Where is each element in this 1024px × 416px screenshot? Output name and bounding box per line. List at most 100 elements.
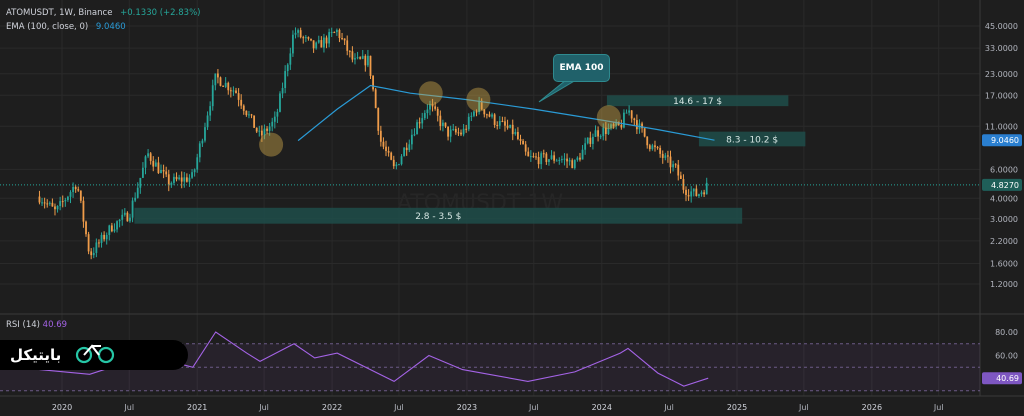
- candle-body: [369, 55, 372, 76]
- candle-body: [436, 108, 439, 116]
- candle-body: [263, 128, 266, 136]
- candle-body: [183, 177, 186, 182]
- candle-body: [690, 191, 693, 197]
- candle-body: [379, 130, 382, 142]
- candle-body: [95, 242, 98, 253]
- candle-body: [279, 93, 281, 112]
- candle-body: [297, 30, 299, 33]
- candle-body: [579, 157, 581, 160]
- candle-body: [664, 155, 667, 158]
- candle-body: [576, 157, 579, 160]
- candle-body: [59, 201, 62, 206]
- last-price-badge: [982, 178, 1022, 191]
- candle-body: [335, 29, 338, 33]
- candle-body: [310, 38, 312, 41]
- candle-body: [532, 156, 535, 158]
- candle-body: [682, 178, 685, 190]
- candle-body: [651, 145, 654, 150]
- candle-body: [206, 115, 209, 128]
- candle-body: [323, 37, 325, 48]
- candle-body: [343, 38, 346, 41]
- candle-body: [121, 214, 124, 220]
- candle-body: [602, 127, 605, 137]
- ema-100-line: [297, 84, 715, 142]
- candle-body: [452, 129, 455, 131]
- rsi-tick-label: 80.00: [995, 328, 1018, 337]
- candle-body: [79, 190, 82, 201]
- candle-body: [281, 88, 284, 94]
- candle-body: [139, 177, 142, 188]
- symbol-legend[interactable]: ATOMUSDT, 1W, Binance +0.1330 (+2.83%): [6, 8, 205, 18]
- candle-body: [129, 217, 131, 222]
- candle-body: [224, 82, 227, 87]
- candle-body: [167, 174, 170, 186]
- candle-body: [506, 125, 509, 128]
- candle-body: [661, 153, 664, 158]
- candle-body: [136, 187, 139, 198]
- ema-price-badge-label: 9.0460: [991, 136, 1019, 145]
- candle-body: [700, 192, 703, 195]
- candle-body: [260, 130, 263, 136]
- candle-body: [341, 37, 343, 39]
- price-zone: [606, 95, 789, 107]
- candle-body: [123, 212, 126, 215]
- candle-body: [131, 200, 134, 218]
- candle-body: [149, 153, 152, 161]
- candle-body: [426, 109, 429, 114]
- rsi-legend[interactable]: RSI (14) 40.69: [6, 320, 67, 330]
- price-zone: [698, 131, 806, 147]
- candle-body: [398, 164, 400, 166]
- candle-body: [604, 127, 607, 134]
- candle-body: [126, 212, 129, 222]
- candle-body: [240, 99, 243, 106]
- candle-body: [325, 37, 328, 44]
- candle-body: [628, 110, 631, 113]
- candle-body: [154, 162, 157, 167]
- candle-body: [147, 153, 149, 157]
- candles: [38, 27, 708, 260]
- price-tick-label: 2.2000: [990, 237, 1018, 246]
- candle-body: [382, 141, 385, 147]
- candle-body: [635, 120, 638, 130]
- candle-body: [620, 124, 623, 128]
- candle-body: [67, 196, 69, 200]
- candle-body: [457, 132, 460, 134]
- candle-body: [615, 122, 618, 126]
- candle-body: [485, 114, 488, 116]
- touch-marker: [466, 87, 491, 112]
- candle-body: [90, 251, 93, 256]
- candle-body: [641, 123, 643, 129]
- candle-body: [542, 153, 545, 155]
- candle-body: [266, 128, 268, 131]
- brand-text: بایتیکل: [10, 346, 62, 364]
- candle-body: [698, 194, 700, 197]
- candle-body: [410, 134, 413, 145]
- rsi-line: [39, 331, 709, 387]
- candle-body: [571, 160, 574, 169]
- ema-callout: EMA 100: [553, 54, 610, 82]
- candle-body: [98, 242, 100, 244]
- price-axis: 45.0000 33.0000 23.0000 17.0000 11.0000 6.000…: [0, 22, 1022, 289]
- brand-badge: بایتیکل: [0, 340, 188, 370]
- candle-body: [488, 114, 491, 117]
- candle-body: [594, 130, 597, 137]
- candle-body: [113, 229, 116, 232]
- candle-body: [330, 32, 333, 34]
- rsi-label: RSI (14): [6, 320, 40, 330]
- candle-body: [196, 157, 199, 170]
- zone-label: 2.8 - 3.5 $: [415, 212, 461, 222]
- candle-body: [191, 172, 193, 178]
- candle-body: [56, 205, 59, 210]
- candle-body: [320, 40, 323, 48]
- candle-body: [372, 75, 374, 90]
- candle-body: [581, 149, 584, 160]
- candle-body: [462, 128, 465, 135]
- ema-legend[interactable]: EMA (100, close, 0) 9.0460: [6, 22, 131, 32]
- candle-body: [408, 144, 411, 151]
- candle-body: [48, 202, 51, 204]
- candle-body: [72, 186, 74, 193]
- candle-body: [248, 114, 250, 116]
- candle-body: [258, 130, 261, 132]
- candle-body: [449, 129, 452, 137]
- candle-body: [271, 121, 274, 127]
